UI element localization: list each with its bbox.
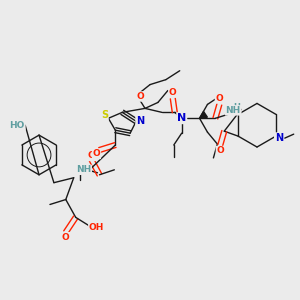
Text: NH: NH <box>76 165 91 174</box>
Text: O: O <box>215 94 223 103</box>
Text: H: H <box>233 103 240 112</box>
Text: O: O <box>62 233 70 242</box>
Text: O: O <box>136 92 144 101</box>
Text: O: O <box>216 146 224 155</box>
Text: NH: NH <box>226 106 241 115</box>
Text: S: S <box>101 110 108 120</box>
Text: O: O <box>169 88 177 97</box>
Text: O: O <box>88 152 95 160</box>
Text: N: N <box>136 116 144 126</box>
Text: O: O <box>93 149 101 158</box>
Text: N: N <box>275 133 283 143</box>
Text: HO: HO <box>10 121 25 130</box>
Text: OH: OH <box>89 223 104 232</box>
Polygon shape <box>200 111 207 118</box>
Text: N: N <box>177 113 186 123</box>
